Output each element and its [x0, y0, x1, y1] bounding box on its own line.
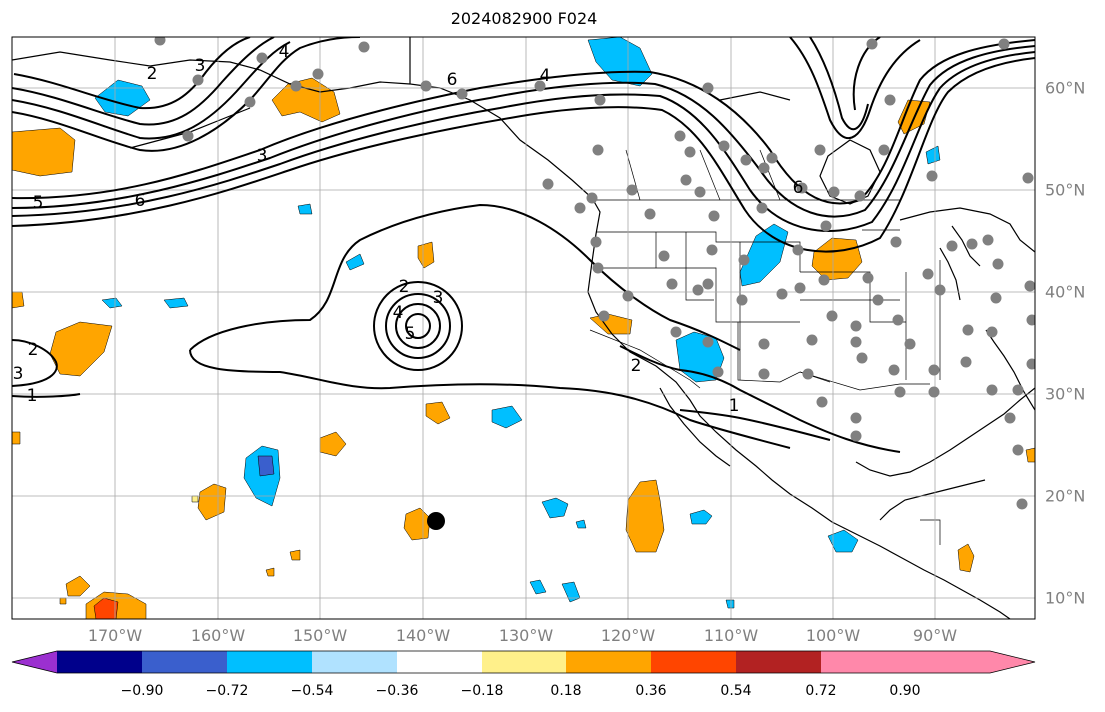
lat-label: 40°N	[1045, 282, 1086, 302]
lon-label: 90°W	[912, 626, 958, 645]
lon-label: 170°W	[87, 626, 143, 645]
colorbar-tick-label: 0.36	[635, 683, 667, 699]
lat-label: 30°N	[1045, 384, 1086, 404]
colorbar-extend-tip	[905, 651, 1035, 673]
contour-label: 6	[447, 70, 458, 90]
colorbar-segment	[566, 651, 651, 673]
colorbar-tick-label: −0.90	[120, 683, 164, 699]
anomaly-fill	[12, 37, 1035, 619]
contour-label: 4	[393, 303, 404, 323]
lat-label: 20°N	[1045, 486, 1086, 506]
contour-label: 2	[631, 356, 642, 376]
map-frame	[11, 36, 1036, 620]
colorbar-segment	[821, 651, 905, 673]
colorbar-segment	[651, 651, 736, 673]
colorbar-segment	[312, 651, 397, 673]
contour-label: 3	[257, 146, 268, 166]
contour-label: 2	[28, 340, 39, 360]
coastlines	[12, 37, 1035, 619]
colorbar-tick-label: −0.54	[290, 683, 334, 699]
colorbar-segment	[736, 651, 821, 673]
contour-label: 4	[279, 42, 290, 62]
contour-label: 2	[399, 277, 410, 297]
contour-label: 5	[33, 193, 44, 213]
contour-lines	[12, 37, 1035, 453]
lon-label: 160°W	[190, 626, 246, 645]
contour-label: 2	[147, 64, 158, 84]
lon-label: 130°W	[498, 626, 554, 645]
point-marker	[427, 512, 445, 530]
colorbar-tick-label: 0.72	[805, 683, 837, 699]
colorbar-tick-label: −0.72	[205, 683, 249, 699]
colorbar-segment	[142, 651, 227, 673]
lat-label: 60°N	[1045, 78, 1086, 98]
contour-label: 5	[405, 324, 416, 344]
contour-label: 1	[729, 396, 740, 416]
colorbar-extend-min	[12, 651, 57, 673]
contour-label: 3	[195, 56, 206, 76]
contour-label: 3	[433, 288, 444, 308]
colorbar-tick-label: 0.54	[720, 683, 752, 699]
colorbar-tick-label: −0.18	[460, 683, 504, 699]
colorbar-segment	[227, 651, 312, 673]
station-markers	[154, 37, 1035, 510]
lat-label: 10°N	[1045, 588, 1086, 608]
colorbar-segment	[397, 651, 482, 673]
lon-label: 140°W	[395, 626, 451, 645]
contour-label: 3	[13, 364, 24, 384]
contour-label: 6	[793, 178, 804, 198]
colorbar-tick-label: 0.90	[889, 683, 921, 699]
contour-label: 1	[27, 386, 38, 406]
lon-label: 110°W	[703, 626, 759, 645]
contour-label: 6	[135, 191, 146, 211]
colorbar-tick-label: −0.36	[375, 683, 419, 699]
lon-label: 120°W	[600, 626, 656, 645]
lon-label: 100°W	[805, 626, 861, 645]
map-title: 2024082900 F024	[450, 9, 598, 28]
graticule	[12, 37, 1035, 619]
colorbar	[11, 650, 1036, 674]
contour-label: 4	[540, 66, 551, 86]
colorbar-segment	[482, 651, 566, 673]
lon-label: 150°W	[292, 626, 348, 645]
colorbar-tick-label: 0.18	[550, 683, 582, 699]
colorbar-segment	[57, 651, 142, 673]
lat-label: 50°N	[1045, 180, 1086, 200]
